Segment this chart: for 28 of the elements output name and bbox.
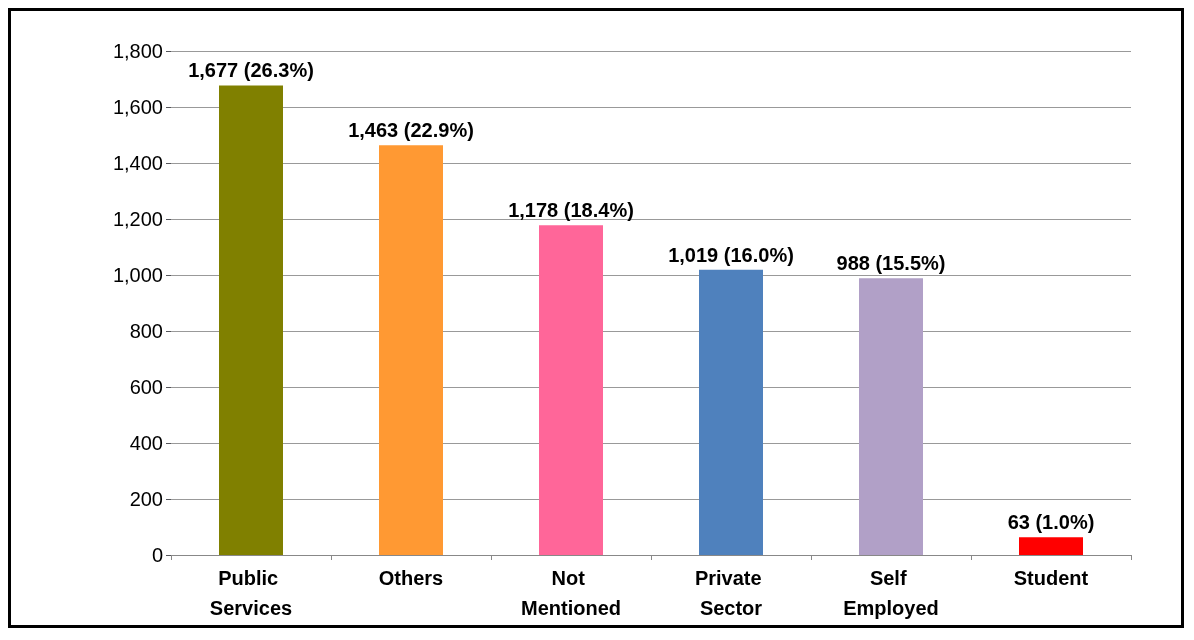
x-tick-label: Private Sector [694, 567, 768, 619]
data-label: 1,019 (16.0%) [668, 243, 794, 266]
bar [379, 145, 443, 555]
y-tick-label: 400 [129, 432, 163, 454]
bar [859, 278, 923, 555]
x-tick-label: Not Mentioned [521, 567, 621, 619]
data-label: 1,178 (18.4%) [508, 199, 634, 222]
y-tick-label: 1,200 [112, 208, 163, 230]
data-label: 1,677 (26.3%) [188, 59, 314, 82]
bar [699, 269, 763, 555]
y-tick-label: 1,800 [112, 40, 163, 62]
y-tick-label: 200 [129, 488, 163, 510]
y-tick-label: 600 [129, 376, 163, 398]
x-tick-label: Public Services [209, 567, 293, 619]
bar [1019, 537, 1083, 555]
y-tick-label: 800 [129, 320, 163, 342]
x-tick-label: Student [1013, 567, 1089, 589]
y-tick-label: 0 [151, 544, 163, 566]
x-tick-label: Self Employed [843, 567, 939, 619]
bar [539, 225, 603, 555]
bar [219, 85, 283, 555]
data-label: 1,463 (22.9%) [348, 119, 474, 142]
data-label: 63 (1.0%) [1007, 511, 1095, 534]
y-tick-label: 1,600 [112, 96, 163, 118]
y-tick-label: 1,000 [112, 264, 163, 286]
data-label: 988 (15.5%) [836, 252, 946, 275]
x-tick-label: Others [378, 567, 444, 589]
y-tick-label: 1,400 [112, 152, 163, 174]
